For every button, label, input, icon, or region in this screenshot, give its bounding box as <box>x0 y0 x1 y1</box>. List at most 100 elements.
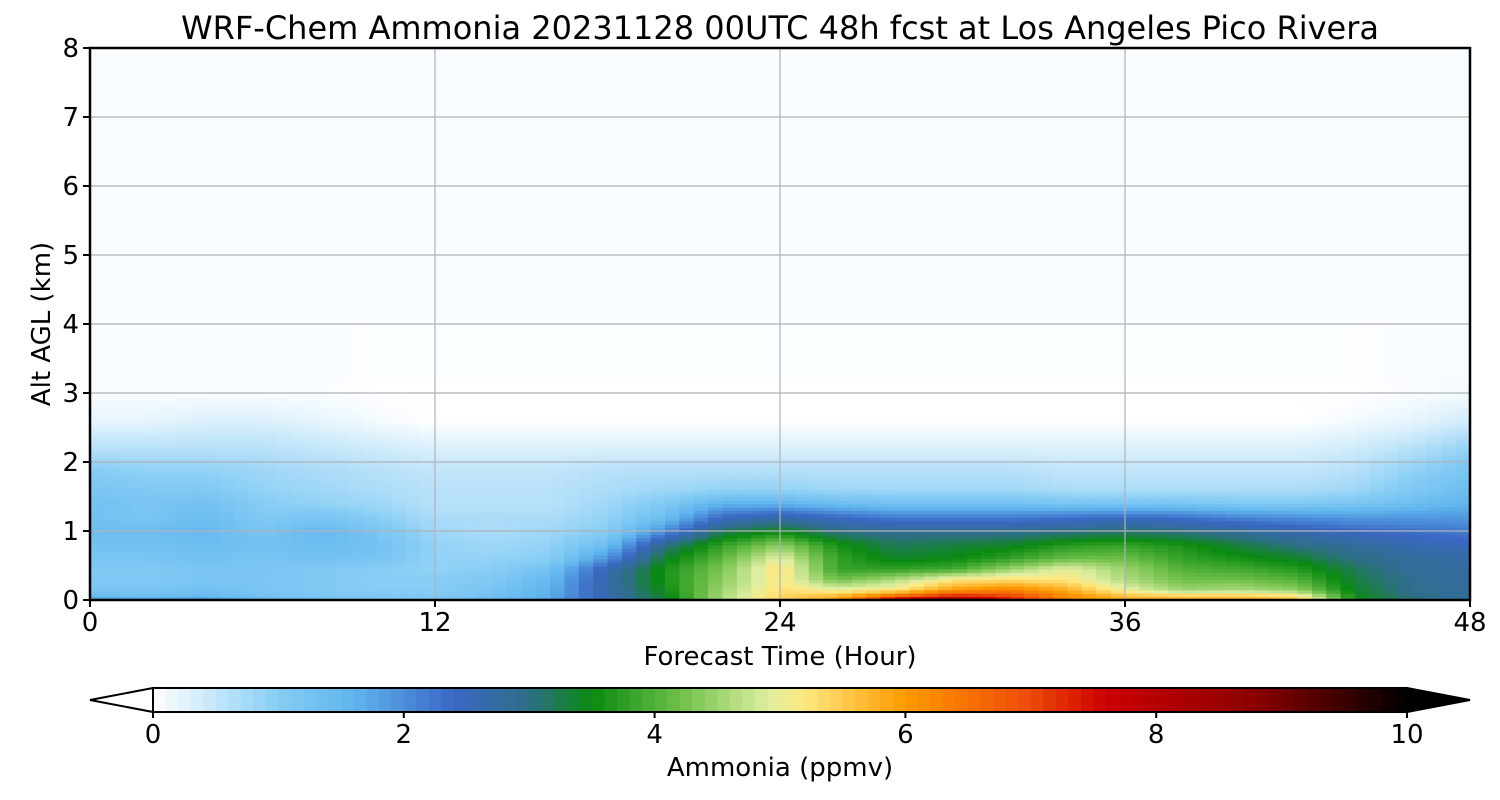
heatmap-cell <box>794 551 810 556</box>
heatmap-cell <box>952 465 968 470</box>
heatmap-cell <box>880 593 896 598</box>
heatmap-cell <box>1010 503 1025 508</box>
heatmap-cell <box>348 548 364 553</box>
heatmap-cell <box>981 468 997 473</box>
heatmap-cell <box>851 544 867 549</box>
heatmap-cell <box>736 541 752 546</box>
heatmap-cell <box>391 506 407 511</box>
heatmap-cell <box>291 399 307 404</box>
heatmap-cell <box>190 386 206 391</box>
heatmap-cell <box>118 393 134 398</box>
heatmap-cell <box>981 575 997 580</box>
heatmap-cell <box>808 403 824 408</box>
heatmap-cell <box>880 544 896 549</box>
heatmap-cell <box>118 548 134 553</box>
heatmap-cell <box>851 455 867 460</box>
heatmap-cell <box>794 458 810 463</box>
heatmap-cell <box>895 441 910 446</box>
heatmap-cell <box>176 393 192 398</box>
heatmap-cell <box>492 537 508 542</box>
heatmap-cell <box>118 475 134 480</box>
heatmap-cell <box>693 382 709 387</box>
heatmap-cell <box>966 596 982 600</box>
heatmap-cell <box>492 520 508 525</box>
heatmap-cell <box>521 534 537 539</box>
heatmap-cell <box>104 420 120 425</box>
heatmap-cell <box>535 541 551 546</box>
heatmap-cell <box>478 379 494 384</box>
heatmap-cell <box>248 531 264 536</box>
heatmap-cell <box>104 382 120 387</box>
heatmap-cell <box>463 486 479 491</box>
heatmap-cell <box>90 503 105 508</box>
heatmap-cell <box>995 382 1011 387</box>
heatmap-cell <box>1053 434 1069 439</box>
heatmap-cell <box>679 451 695 456</box>
heatmap-cell <box>736 562 752 567</box>
heatmap-cell <box>233 324 249 380</box>
heatmap-cell <box>478 568 494 573</box>
heatmap-cell <box>104 48 120 118</box>
heatmap-cell <box>923 403 939 408</box>
heatmap-cell <box>521 555 537 560</box>
heatmap-cell <box>1024 399 1040 404</box>
heatmap-cell <box>463 458 479 463</box>
heatmap-cell <box>1081 396 1097 401</box>
heatmap-cell <box>233 541 249 546</box>
heatmap-cell <box>823 582 839 587</box>
heatmap-cell <box>578 482 594 487</box>
heatmap-cell <box>693 506 709 511</box>
heatmap-cell <box>593 482 609 487</box>
heatmap-cell <box>1010 568 1025 573</box>
heatmap-cell <box>406 541 422 546</box>
heatmap-cell <box>334 555 350 560</box>
heatmap-cell <box>1096 468 1112 473</box>
heatmap-cell <box>176 420 192 425</box>
heatmap-cell <box>995 379 1011 384</box>
heatmap-cell <box>104 520 120 525</box>
heatmap-cell <box>679 548 695 553</box>
heatmap-cell <box>794 382 810 387</box>
heatmap-cell <box>736 465 752 470</box>
heatmap-cell <box>104 503 120 508</box>
heatmap-cell <box>808 517 824 522</box>
heatmap-cell <box>765 482 781 487</box>
heatmap-cell <box>981 506 997 511</box>
heatmap-cell <box>607 544 623 549</box>
heatmap-cell <box>348 406 364 411</box>
heatmap-cell <box>808 468 824 473</box>
heatmap-cell <box>147 444 163 449</box>
heatmap-cell <box>219 393 235 398</box>
heatmap-cell <box>363 117 379 187</box>
heatmap-cell <box>895 579 910 584</box>
heatmap-cell <box>276 589 292 594</box>
heatmap-cell <box>1096 424 1112 429</box>
heatmap-cell <box>463 441 479 446</box>
heatmap-cell <box>765 499 781 504</box>
heatmap-cell <box>262 396 278 401</box>
heatmap-cell <box>161 586 177 591</box>
heatmap-cell <box>995 403 1011 408</box>
heatmap-cell <box>1067 468 1083 473</box>
heatmap-cell <box>550 572 565 577</box>
heatmap-cell <box>133 186 149 256</box>
heatmap-cell <box>808 575 824 580</box>
heatmap-cell <box>291 117 307 187</box>
heatmap-cell <box>118 499 134 504</box>
heatmap-cell <box>794 496 810 501</box>
heatmap-cell <box>837 430 853 435</box>
heatmap-cell <box>262 596 278 600</box>
heatmap-cell <box>593 117 609 187</box>
heatmap-cell <box>780 531 795 536</box>
heatmap-cell <box>981 562 997 567</box>
heatmap-cell <box>808 386 824 391</box>
heatmap-cell <box>334 389 350 394</box>
heatmap-cell <box>147 406 163 411</box>
heatmap-cell <box>118 479 134 484</box>
heatmap-cell <box>133 527 149 532</box>
heatmap-cell <box>190 437 206 442</box>
heatmap-cell <box>1067 427 1083 432</box>
heatmap-cell <box>765 510 781 515</box>
heatmap-cell <box>262 420 278 425</box>
heatmap-cell <box>219 472 235 477</box>
